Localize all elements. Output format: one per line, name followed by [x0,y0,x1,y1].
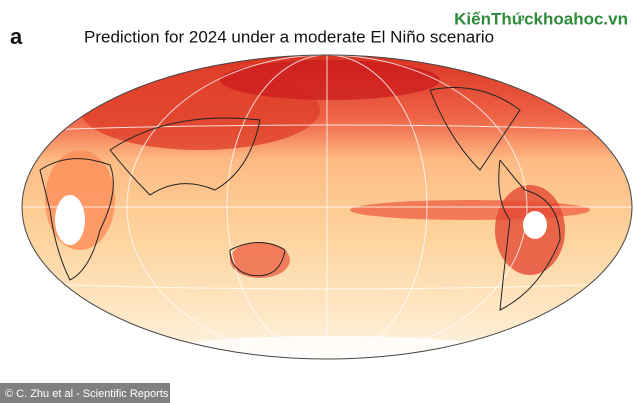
watermark: KiếnThứckhoahoc.vn [454,9,628,28]
graticule [22,55,632,359]
credit: © C. Zhu et al - Scientific Reports [5,388,169,400]
panel-label: a [10,24,23,49]
coastlines [39,87,561,311]
map-title: Prediction for 2024 under a moderate El … [84,27,494,46]
credit-background [0,383,170,403]
missing-data [523,211,547,239]
map [22,55,632,359]
missing-data [55,195,85,245]
map-border [21,54,633,360]
warm-region [230,242,290,278]
warm-region [220,60,440,100]
